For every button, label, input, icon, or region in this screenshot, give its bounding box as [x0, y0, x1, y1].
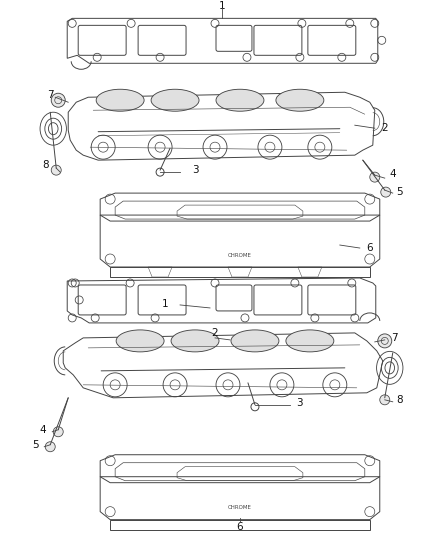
Ellipse shape — [116, 330, 164, 352]
Text: 6: 6 — [367, 243, 373, 253]
Circle shape — [45, 442, 55, 452]
Text: CHROME: CHROME — [228, 505, 252, 510]
Circle shape — [381, 187, 391, 197]
Text: 8: 8 — [396, 395, 403, 405]
Text: 3: 3 — [297, 398, 303, 408]
Text: 5: 5 — [396, 187, 403, 197]
Text: 6: 6 — [237, 522, 243, 531]
Text: 7: 7 — [47, 90, 53, 100]
Text: 3: 3 — [192, 165, 198, 175]
Circle shape — [378, 334, 392, 348]
Text: CHROME: CHROME — [228, 253, 252, 257]
Circle shape — [53, 427, 63, 437]
Ellipse shape — [286, 330, 334, 352]
Ellipse shape — [151, 89, 199, 111]
Text: 2: 2 — [381, 123, 388, 133]
Circle shape — [51, 165, 61, 175]
Text: 1: 1 — [162, 299, 168, 309]
Text: 4: 4 — [389, 169, 396, 179]
Ellipse shape — [216, 89, 264, 111]
Circle shape — [51, 93, 65, 107]
Ellipse shape — [171, 330, 219, 352]
Circle shape — [380, 395, 390, 405]
Text: 1: 1 — [219, 2, 225, 11]
Ellipse shape — [96, 89, 144, 111]
Text: 5: 5 — [32, 440, 39, 450]
Ellipse shape — [276, 89, 324, 111]
Text: 2: 2 — [212, 328, 218, 338]
Text: 7: 7 — [392, 333, 398, 343]
Circle shape — [370, 172, 380, 182]
Ellipse shape — [231, 330, 279, 352]
Text: 8: 8 — [42, 160, 49, 170]
Text: 4: 4 — [39, 425, 46, 435]
